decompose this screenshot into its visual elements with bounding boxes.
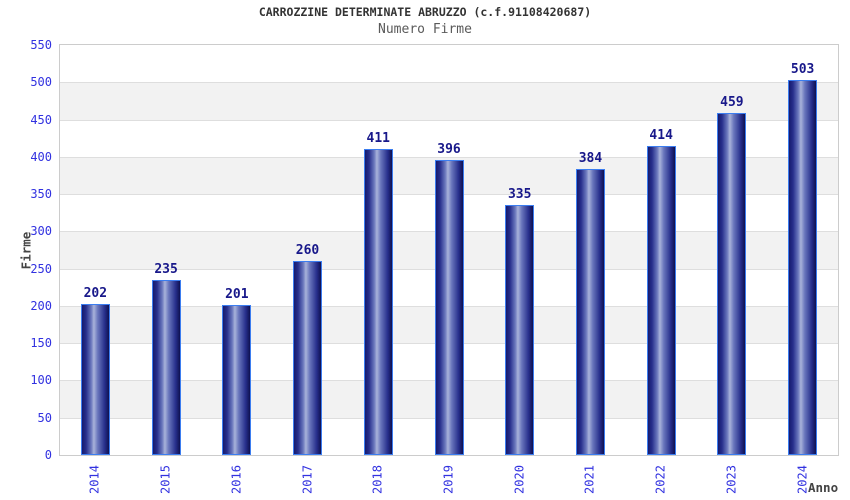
y-tick-label: 200 [30, 298, 52, 313]
chart-title: CARROZZINE DETERMINATE ABRUZZO (c.f.9110… [258, 5, 592, 19]
bar-value-label: 414 [649, 128, 673, 143]
chart-subtitle: Numero Firme [378, 22, 472, 37]
bar-value-label: 201 [225, 287, 249, 302]
y-tick-label: 400 [30, 149, 52, 164]
x-axis-label: Anno [808, 480, 839, 495]
bar-value-label: 503 [790, 62, 815, 77]
x-tick-label: 2022 [653, 465, 668, 494]
y-tick-label: 100 [30, 373, 52, 388]
y-tick-label: 550 [30, 38, 52, 52]
bar [788, 80, 818, 455]
grid-band [60, 119, 838, 157]
bar [80, 304, 110, 455]
x-tick-label: 2015 [158, 465, 173, 494]
x-tick-label: 2018 [370, 465, 385, 494]
y-tick-label: 0 [44, 448, 52, 462]
y-tick-label: 300 [30, 224, 52, 239]
gridline [60, 156, 838, 158]
bar [222, 305, 252, 455]
bar-value-label: 411 [366, 131, 390, 146]
y-tick-label: 250 [30, 261, 52, 276]
x-tick-label: 2019 [441, 465, 456, 494]
grid-band [60, 45, 838, 83]
bar-value-label: 202 [83, 286, 108, 301]
x-tick-label: 2024 [795, 465, 810, 494]
bar [151, 280, 181, 455]
x-tick-label: 2017 [300, 465, 315, 494]
gridline [60, 119, 838, 121]
bar [646, 146, 676, 455]
gridline [60, 82, 838, 84]
y-tick-label: 500 [30, 75, 52, 90]
bar [575, 169, 605, 455]
bar [293, 261, 323, 455]
y-tick-label: 150 [30, 336, 52, 351]
bar-value-label: 459 [720, 95, 744, 110]
x-tick-label: 2016 [229, 465, 244, 494]
bar-value-label: 335 [507, 187, 532, 202]
plot-area [59, 44, 839, 456]
grid-band [60, 82, 838, 120]
bar [363, 149, 393, 455]
x-tick-label: 2020 [512, 465, 527, 494]
x-tick-label: 2023 [724, 465, 739, 494]
bar-value-label: 260 [295, 243, 320, 258]
bar [717, 113, 747, 455]
bar-value-label: 235 [154, 262, 178, 277]
y-tick-label: 50 [37, 410, 52, 425]
x-tick-label: 2014 [87, 465, 102, 494]
bar-value-label: 396 [437, 142, 461, 157]
bar [434, 160, 464, 455]
y-tick-label: 450 [30, 112, 52, 127]
bar [505, 205, 535, 455]
bar-value-label: 384 [578, 151, 603, 166]
x-tick-label: 2021 [582, 465, 597, 494]
y-tick-label: 350 [30, 187, 52, 202]
